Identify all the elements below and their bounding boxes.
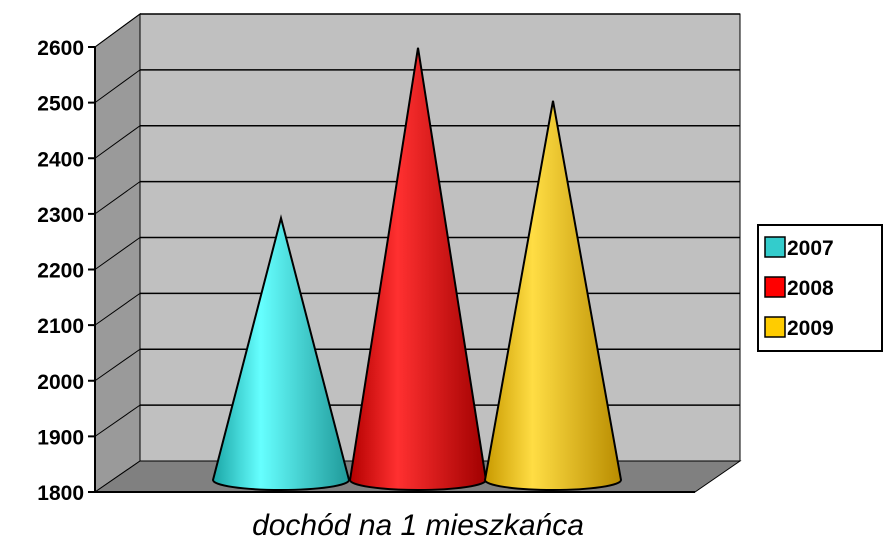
y-tick-label: 2500 [37,93,84,116]
y-tick-label: 2600 [37,37,84,60]
y-axis-ticks: 1800 1900 2000 2100 2200 2300 2400 2500 2600 [37,37,95,505]
y-tick-label: 2100 [37,315,84,338]
gridline-side [94,404,141,437]
y-tick-label: 2300 [37,204,84,227]
cone-2009 [483,100,623,491]
cone-2008 [348,47,488,491]
x-axis-title: dochód na 1 mieszkańca [252,509,584,542]
y-tick-label: 2200 [37,260,84,283]
cone-body [211,214,351,491]
legend-swatch-2007 [764,236,786,258]
y-tick-label: 1900 [37,426,84,449]
gridline-side [94,292,141,326]
gridline-side [94,348,141,382]
cone-body [348,47,488,491]
gridline-side [94,69,141,104]
legend: 2007 2008 2009 [757,224,883,352]
cone-series [211,47,623,491]
y-tick-label: 1800 [37,482,84,505]
legend-label-2008: 2008 [787,277,834,300]
gridline-side [94,237,141,270]
gridline-side [94,181,141,215]
cone-2007 [211,214,351,491]
y-tick-label: 2400 [37,148,84,171]
gridline-side [94,125,141,159]
legend-label-2009: 2009 [787,317,834,340]
y-tick-label: 2000 [37,371,84,394]
cone-body [483,100,623,491]
legend-label-2007: 2007 [787,237,834,260]
legend-swatch-2008 [764,276,786,298]
legend-swatch-2009 [764,316,786,338]
gridline-side [94,13,141,48]
